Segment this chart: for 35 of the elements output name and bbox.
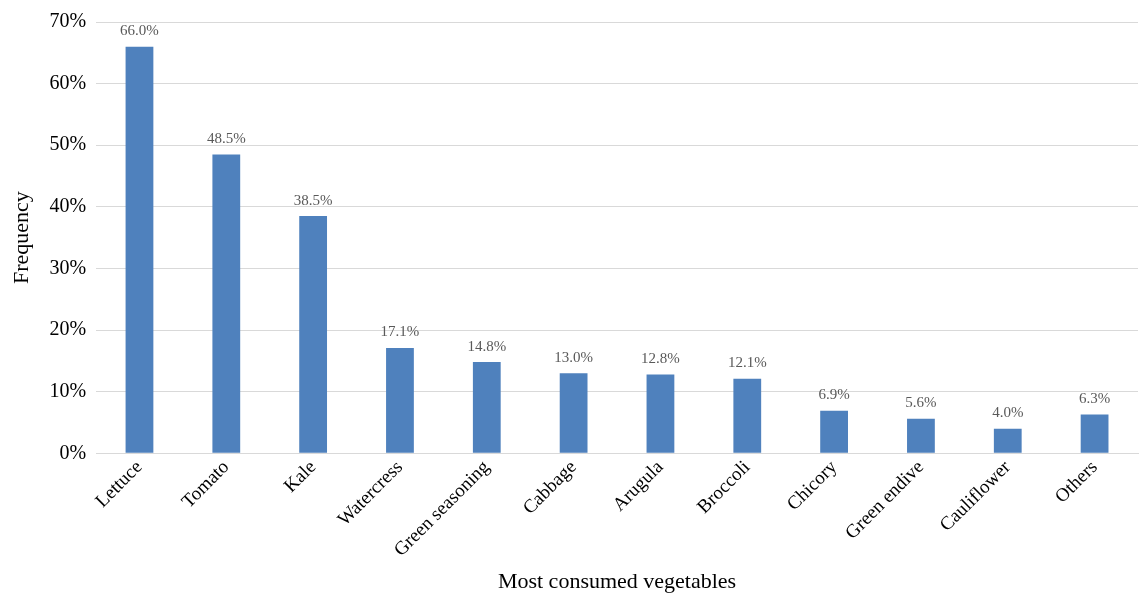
data-label: 17.1% <box>380 323 420 340</box>
data-label: 38.5% <box>293 191 333 208</box>
y-tick-label: 20% <box>49 317 87 340</box>
bar <box>993 428 1022 453</box>
bar <box>820 410 848 453</box>
data-label: 13.0% <box>554 348 593 365</box>
bar <box>907 418 935 453</box>
y-tick-label: 0% <box>59 440 87 463</box>
data-label: 14.8% <box>467 337 507 354</box>
bar <box>559 373 588 453</box>
y-tick-label: 40% <box>49 194 87 217</box>
bar <box>472 362 501 453</box>
bar <box>212 154 241 453</box>
y-axis-title: Frequency <box>7 191 33 285</box>
data-label: 5.6% <box>905 394 937 411</box>
bar <box>125 46 154 453</box>
x-axis-title: Most consumed vegetables <box>497 567 737 593</box>
data-label: 6.3% <box>1078 389 1111 406</box>
data-label: 48.5% <box>206 129 246 146</box>
y-tick-label: 10% <box>49 378 87 401</box>
y-tick-label: 60% <box>49 70 87 93</box>
bar <box>299 216 328 453</box>
data-label: 4.0% <box>992 404 1024 421</box>
data-label: 6.9% <box>818 386 850 403</box>
y-tick-label: 30% <box>49 255 87 278</box>
bar <box>386 347 414 453</box>
bar <box>1080 414 1109 453</box>
data-label: 12.1% <box>727 354 767 371</box>
bar <box>646 374 675 453</box>
data-label: 66.0% <box>120 22 159 39</box>
y-tick-label: 70% <box>49 9 87 32</box>
y-tick-label: 50% <box>49 132 87 155</box>
data-label: 12.8% <box>641 349 680 366</box>
x-tick-label: Kale <box>279 455 320 497</box>
bar <box>733 378 762 453</box>
